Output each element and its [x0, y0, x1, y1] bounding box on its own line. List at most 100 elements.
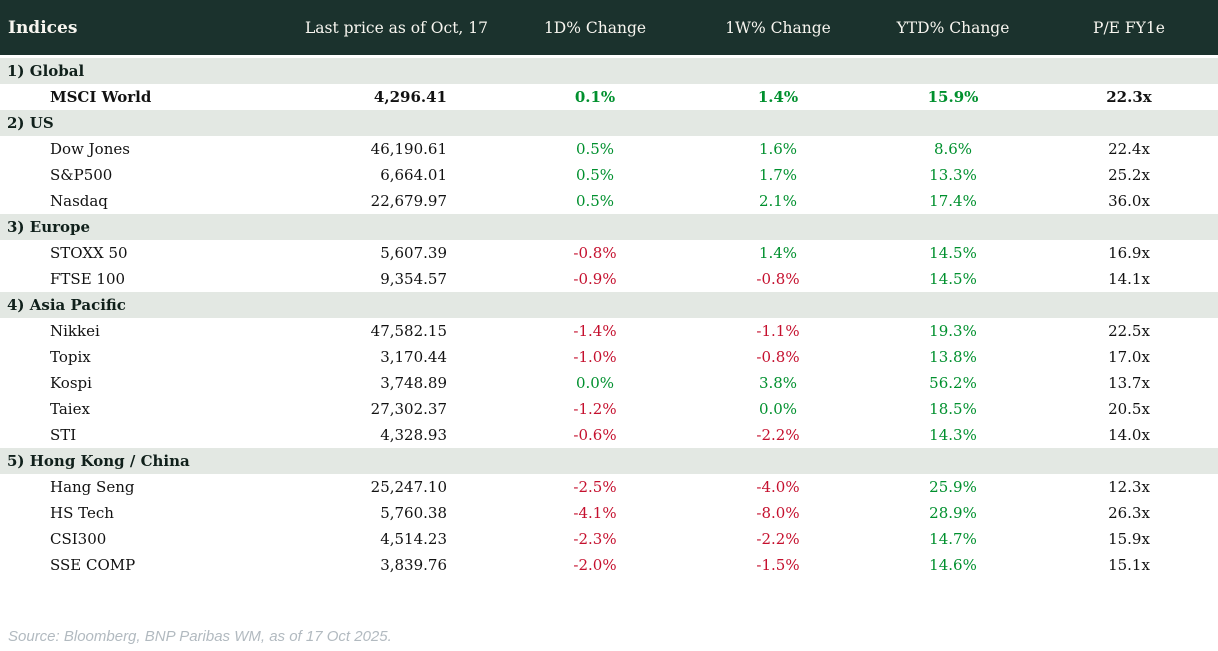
1w-change: -2.2%	[756, 530, 800, 548]
index-name: Hang Seng	[50, 478, 135, 496]
1w-change: -0.8%	[756, 348, 800, 366]
column-header-ytd-change: YTD% Change	[896, 18, 1010, 37]
ytd-change: 8.6%	[933, 140, 973, 158]
1d-change: -1.0%	[573, 348, 617, 366]
index-name: STI	[50, 426, 77, 444]
index-row: Dow Jones 46,190.61 0.5% 1.6% 8.6% 22.4x	[0, 136, 1218, 162]
ytd-change: 28.9%	[929, 504, 977, 522]
pe-fy1e: 22.5x	[1108, 322, 1150, 340]
pe-fy1e: 15.9x	[1108, 530, 1150, 548]
index-row: HS Tech 5,760.38 -4.1% -8.0% 28.9% 26.3x	[0, 500, 1218, 526]
1d-change: -0.8%	[573, 244, 617, 262]
ytd-change: 14.7%	[929, 530, 977, 548]
last-price: 6,664.01	[380, 166, 447, 184]
index-row: STI 4,328.93 -0.6% -2.2% 14.3% 14.0x	[0, 422, 1218, 448]
section-label: 2) US	[7, 114, 54, 132]
last-price: 9,354.57	[380, 270, 447, 288]
1d-change: 0.5%	[575, 140, 615, 158]
ytd-change: 14.5%	[929, 270, 977, 288]
1d-change: -0.9%	[573, 270, 617, 288]
ytd-change: 18.5%	[929, 400, 977, 418]
index-row: CSI300 4,514.23 -2.3% -2.2% 14.7% 15.9x	[0, 526, 1218, 552]
last-price: 4,296.41	[373, 88, 447, 106]
pe-fy1e: 12.3x	[1108, 478, 1150, 496]
last-price: 3,748.89	[380, 374, 447, 392]
1w-change: 1.6%	[758, 140, 798, 158]
1w-change: -8.0%	[756, 504, 800, 522]
index-row: Kospi 3,748.89 0.0% 3.8% 56.2% 13.7x	[0, 370, 1218, 396]
1d-change: -1.2%	[573, 400, 617, 418]
1w-change: 1.7%	[758, 166, 798, 184]
1d-change: -2.5%	[573, 478, 617, 496]
pe-fy1e: 22.4x	[1108, 140, 1150, 158]
1d-change: -4.1%	[573, 504, 617, 522]
index-name: Nikkei	[50, 322, 100, 340]
last-price: 25,247.10	[370, 478, 447, 496]
last-price: 27,302.37	[370, 400, 447, 418]
1w-change: 0.0%	[758, 400, 798, 418]
last-price: 5,760.38	[380, 504, 447, 522]
pe-fy1e: 15.1x	[1108, 556, 1150, 574]
section-label: 5) Hong Kong / China	[7, 452, 190, 470]
pe-fy1e: 25.2x	[1108, 166, 1150, 184]
section-label: 3) Europe	[7, 218, 91, 236]
table-body: 1) Global MSCI World 4,296.41 0.1% 1.4% 15.9%…	[0, 58, 1218, 578]
source-note: Source: Bloomberg, BNP Paribas WM, as of…	[8, 628, 392, 645]
1d-change: 0.1%	[574, 88, 616, 106]
indices-table: Indices Last price as of Oct, 17 1D% Cha…	[0, 0, 1218, 578]
last-price: 3,170.44	[380, 348, 447, 366]
index-row: FTSE 100 9,354.57 -0.9% -0.8% 14.5% 14.1x	[0, 266, 1218, 292]
column-header-pe-fy1e: P/E FY1e	[1093, 18, 1165, 37]
1w-change: 3.8%	[758, 374, 798, 392]
1w-change: -4.0%	[756, 478, 800, 496]
index-name: Topix	[50, 348, 91, 366]
pe-fy1e: 14.0x	[1108, 426, 1150, 444]
1w-change: -2.2%	[756, 426, 800, 444]
ytd-change: 14.3%	[929, 426, 977, 444]
index-name: HS Tech	[50, 504, 114, 522]
ytd-change: 13.3%	[929, 166, 977, 184]
1d-change: 0.0%	[575, 374, 615, 392]
1w-change: 1.4%	[758, 244, 798, 262]
index-row: Topix 3,170.44 -1.0% -0.8% 13.8% 17.0x	[0, 344, 1218, 370]
1w-change: -1.5%	[756, 556, 800, 574]
section-row: 5) Hong Kong / China	[0, 448, 1218, 474]
index-name: Nasdaq	[50, 192, 108, 210]
1d-change: 0.5%	[575, 192, 615, 210]
pe-fy1e: 13.7x	[1108, 374, 1150, 392]
last-price: 4,328.93	[380, 426, 447, 444]
1d-change: -0.6%	[573, 426, 617, 444]
column-header-last-price: Last price as of Oct, 17	[304, 18, 488, 37]
index-row: Nasdaq 22,679.97 0.5% 2.1% 17.4% 36.0x	[0, 188, 1218, 214]
column-header-indices: Indices	[8, 17, 78, 38]
1w-change: -0.8%	[756, 270, 800, 288]
last-price: 47,582.15	[370, 322, 447, 340]
index-row: Hang Seng 25,247.10 -2.5% -4.0% 25.9% 12.3x	[0, 474, 1218, 500]
1d-change: 0.5%	[575, 166, 615, 184]
pe-fy1e: 26.3x	[1108, 504, 1150, 522]
pe-fy1e: 36.0x	[1108, 192, 1150, 210]
last-price: 5,607.39	[380, 244, 447, 262]
ytd-change: 14.5%	[929, 244, 977, 262]
index-name: S&P500	[50, 166, 113, 184]
1d-change: -1.4%	[573, 322, 617, 340]
table-header-row: Indices Last price as of Oct, 17 1D% Cha…	[0, 0, 1218, 58]
last-price: 22,679.97	[370, 192, 447, 210]
index-name: Taiex	[50, 400, 90, 418]
section-label: 1) Global	[7, 62, 85, 80]
index-name: MSCI World	[50, 88, 152, 106]
index-name: CSI300	[50, 530, 107, 548]
pe-fy1e: 22.3x	[1106, 88, 1152, 106]
index-row: MSCI World 4,296.41 0.1% 1.4% 15.9% 22.3x	[0, 84, 1218, 110]
pe-fy1e: 16.9x	[1108, 244, 1150, 262]
ytd-change: 15.9%	[927, 88, 979, 106]
section-label: 4) Asia Pacific	[7, 296, 126, 314]
index-name: SSE COMP	[50, 556, 136, 574]
index-row: Taiex 27,302.37 -1.2% 0.0% 18.5% 20.5x	[0, 396, 1218, 422]
index-row: SSE COMP 3,839.76 -2.0% -1.5% 14.6% 15.1x	[0, 552, 1218, 578]
pe-fy1e: 20.5x	[1108, 400, 1150, 418]
section-row: 3) Europe	[0, 214, 1218, 240]
index-row: S&P500 6,664.01 0.5% 1.7% 13.3% 25.2x	[0, 162, 1218, 188]
last-price: 4,514.23	[380, 530, 447, 548]
index-row: Nikkei 47,582.15 -1.4% -1.1% 19.3% 22.5x	[0, 318, 1218, 344]
